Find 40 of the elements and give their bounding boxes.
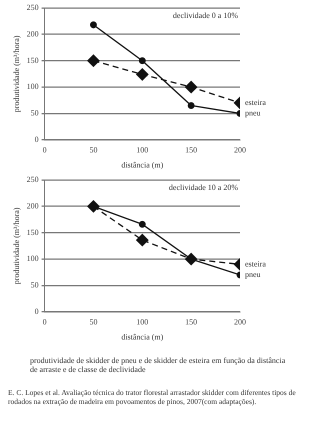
point bbox=[185, 80, 198, 94]
point bbox=[136, 68, 148, 81]
point bbox=[136, 234, 148, 246]
x-tick-label: 200 bbox=[234, 146, 246, 155]
y-tick-label: 100 bbox=[26, 82, 39, 92]
y-axis-title: produtividade (m³/hora) bbox=[12, 207, 21, 284]
x-tick-label: 0 bbox=[42, 146, 47, 155]
y-tick-label: 100 bbox=[26, 254, 39, 264]
x-tick-label: 50 bbox=[89, 318, 98, 327]
point bbox=[188, 102, 195, 109]
y-tick-label: 250 bbox=[26, 3, 39, 12]
y-tick-label: 0 bbox=[34, 306, 39, 316]
point bbox=[87, 54, 100, 67]
x-tick-label: 50 bbox=[89, 146, 98, 155]
chart-title: declividade 0 a 10% bbox=[172, 11, 238, 20]
x-tick-label: 200 bbox=[234, 318, 246, 327]
x-tick-label: 0 bbox=[42, 318, 47, 327]
x-tick-label: 150 bbox=[185, 318, 198, 327]
x-axis-title: distância (m) bbox=[121, 160, 164, 170]
x-tick-label: 100 bbox=[136, 146, 148, 155]
y-tick-label: 50 bbox=[30, 280, 39, 290]
y-tick-label: 150 bbox=[26, 56, 39, 65]
y-tick-label: 150 bbox=[26, 228, 39, 237]
chart-title: declividade 10 a 20% bbox=[168, 183, 238, 192]
point bbox=[90, 21, 97, 28]
y-axis-title: produtividade (m³/hora) bbox=[12, 35, 21, 112]
text: produtividade de skidder de pneu e de skidder de esteira em função da distância de arraste e de classe de declividade bbox=[29, 355, 286, 374]
x-axis-title: distância (m) bbox=[121, 332, 164, 342]
x-tick-label: 150 bbox=[185, 146, 198, 155]
y-tick-label: 200 bbox=[26, 29, 39, 38]
y-tick-label: 200 bbox=[26, 201, 39, 210]
y-tick-label: 250 bbox=[26, 175, 39, 184]
x-tick-label: 100 bbox=[136, 318, 148, 327]
point bbox=[138, 57, 146, 64]
series-label: pneu bbox=[245, 270, 261, 279]
series-label: pneu bbox=[245, 108, 261, 118]
y-tick-label: 0 bbox=[34, 134, 39, 144]
series-label: esteira bbox=[245, 98, 266, 107]
y-tick-label: 50 bbox=[30, 108, 39, 118]
series-label: esteira bbox=[245, 259, 266, 268]
